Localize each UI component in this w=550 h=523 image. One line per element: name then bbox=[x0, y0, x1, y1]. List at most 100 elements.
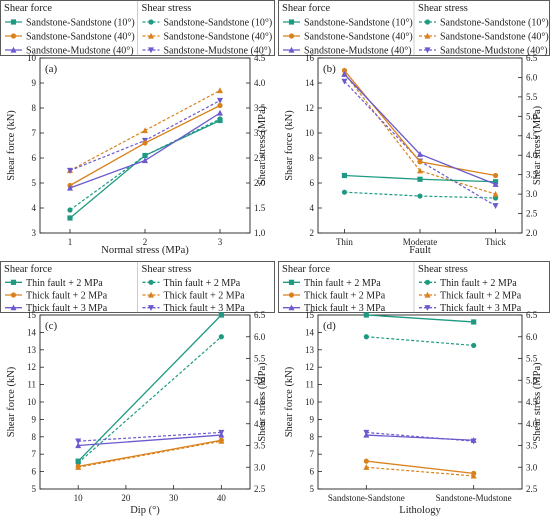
data-point-stress bbox=[363, 464, 370, 470]
y-tick-label-right: 4.5 bbox=[526, 131, 538, 141]
data-point-stress bbox=[492, 190, 499, 197]
series-line-stress bbox=[78, 431, 222, 442]
data-point-stress bbox=[217, 97, 223, 104]
legend-item: Sandstone-Mudstone (40°) bbox=[304, 46, 412, 57]
data-point-stress bbox=[492, 203, 499, 209]
y-tick-label-left: 6 bbox=[32, 153, 37, 163]
series-line-stress bbox=[343, 73, 496, 195]
panel-label: (a) bbox=[45, 63, 58, 75]
y-tick-label-right: 5.0 bbox=[526, 375, 538, 385]
series-line-force bbox=[69, 119, 221, 219]
data-point-stress bbox=[341, 189, 348, 195]
data-point-force bbox=[417, 151, 423, 157]
legend-item: Thick fault + 3 MPa bbox=[440, 303, 522, 314]
legend-marker bbox=[148, 291, 154, 298]
panel-label: (b) bbox=[323, 63, 336, 75]
legend-marker bbox=[148, 19, 154, 25]
y-tick-label-left: 12 bbox=[305, 362, 314, 372]
data-point-force bbox=[363, 431, 370, 438]
y-tick-label-right: 2.0 bbox=[526, 228, 538, 238]
series-line-force bbox=[366, 314, 474, 323]
y-tick-label-left: 14 bbox=[27, 327, 37, 337]
data-point-stress bbox=[417, 193, 423, 199]
y-tick-label-right: 4.5 bbox=[254, 397, 266, 407]
legend: Shear force Shear stress Thin fault + 2 MP… bbox=[278, 261, 550, 314]
data-point-force bbox=[217, 102, 223, 109]
x-tick-label: 40 bbox=[217, 493, 227, 503]
y-tick-label-right: 4.0 bbox=[254, 419, 266, 429]
legend-item: Sandstone-Sandstone (40°) bbox=[304, 32, 413, 43]
x-axis-label: Fault bbox=[409, 245, 431, 256]
y-tick-label-left: 5 bbox=[32, 484, 37, 494]
y-tick-label-right: 4.5 bbox=[254, 53, 266, 63]
data-point-force bbox=[470, 437, 477, 443]
y-tick-label-right: 2.0 bbox=[254, 178, 266, 188]
y-axis-label-left: Shear force (kN) bbox=[6, 110, 17, 181]
legend-marker bbox=[288, 33, 295, 39]
x-tick-label: Sandstone-Sandstone bbox=[328, 493, 405, 503]
legend-item: Sandstone-Sandstone (10°) bbox=[164, 18, 273, 29]
series-line-stress bbox=[366, 466, 474, 477]
y-axis-label-right: Shear stress (MPa) bbox=[532, 105, 543, 185]
y-tick-label-left: 10 bbox=[305, 128, 315, 138]
data-point-force bbox=[75, 463, 81, 469]
data-point-force bbox=[217, 117, 223, 124]
series-line-force bbox=[77, 314, 222, 462]
legend-item: Sandstone-Sandstone (40°) bbox=[164, 32, 273, 43]
y-tick-label-right: 5.5 bbox=[526, 354, 538, 364]
y-tick-label-right: 6.0 bbox=[254, 332, 266, 342]
x-tick-label: Thin bbox=[336, 237, 353, 247]
legend-marker bbox=[288, 19, 295, 25]
legend-title-stress: Shear stress bbox=[142, 264, 192, 275]
x-tick-label: Moderate bbox=[403, 237, 437, 247]
legend-item: Thick fault + 2 MPa bbox=[164, 291, 246, 302]
plot-frame bbox=[317, 314, 523, 490]
data-point-stress bbox=[217, 87, 223, 94]
series-line-force bbox=[366, 460, 474, 474]
data-point-force bbox=[341, 172, 348, 179]
legend-item: Thick fault + 2 MPa bbox=[304, 291, 386, 302]
legend-marker bbox=[148, 305, 154, 311]
y-tick-label-left: 4 bbox=[32, 203, 37, 213]
panel-label: (d) bbox=[323, 320, 336, 332]
data-point-force bbox=[217, 109, 223, 116]
y-tick-label-right: 2.5 bbox=[526, 209, 538, 219]
legend-item: Sandstone-Sandstone (10°) bbox=[440, 18, 549, 29]
x-axis-label: Normal stress (MPa) bbox=[101, 245, 189, 256]
y-tick-label-right: 5.5 bbox=[526, 92, 538, 102]
x-tick-label: 2 bbox=[143, 237, 148, 247]
y-tick-label-left: 6 bbox=[310, 467, 315, 477]
series-line-stress bbox=[366, 431, 474, 442]
y-tick-label-right: 4.5 bbox=[526, 397, 538, 407]
legend-item: Sandstone-Sandstone (10°) bbox=[26, 18, 135, 29]
data-point-stress bbox=[67, 167, 73, 174]
y-tick-label-left: 15 bbox=[305, 310, 315, 320]
y-tick-label-left: 3 bbox=[32, 228, 37, 238]
data-point-stress bbox=[75, 438, 82, 445]
data-point-force bbox=[341, 71, 348, 77]
series-line-stress bbox=[366, 336, 474, 347]
x-tick-label: Sandstone-Mudstone bbox=[436, 493, 512, 503]
y-tick-label-left: 10 bbox=[27, 397, 37, 407]
y-tick-label-left: 8 bbox=[32, 103, 37, 113]
data-point-force bbox=[363, 312, 369, 318]
legend-item: Thick fault + 3 MPa bbox=[164, 303, 246, 314]
y-tick-label-left: 2 bbox=[310, 228, 315, 238]
data-point-force bbox=[492, 181, 499, 187]
y-tick-label-left: 8 bbox=[310, 153, 315, 163]
legend-marker bbox=[148, 47, 154, 54]
x-tick-label: Thick bbox=[485, 237, 506, 247]
series-line-stress bbox=[344, 80, 496, 207]
y-tick-label-left: 14 bbox=[305, 78, 315, 88]
plot-frame bbox=[39, 314, 251, 490]
chart-panel-a: Shear force Shear stress Sandstone-Sandsto… bbox=[0, 0, 275, 256]
data-point-stress bbox=[67, 207, 73, 213]
series-line-force bbox=[69, 112, 221, 189]
legend-title-force: Shear force bbox=[282, 264, 330, 275]
y-tick-label-left: 9 bbox=[310, 414, 315, 424]
legend-marker bbox=[424, 32, 431, 39]
y-tick-label-left: 9 bbox=[32, 414, 37, 424]
legend: Shear force Shear stress Sandstone-Sandsto… bbox=[0, 0, 275, 57]
x-tick-label: 30 bbox=[169, 493, 179, 503]
legend-item: Sandstone-Mudstone (40°) bbox=[440, 46, 548, 57]
